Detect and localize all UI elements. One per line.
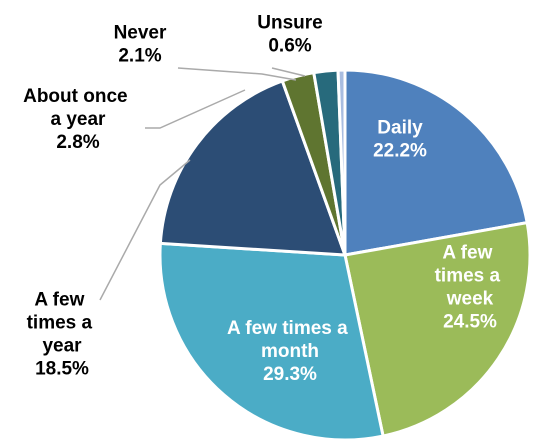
value-label: 2.1% [118,46,161,67]
pie-slice [158,79,348,257]
value-label: 24.5% [443,312,497,333]
value-label: 22.2% [373,141,427,162]
leader-line [145,89,246,129]
pie-slice [336,68,347,256]
leader-line [99,159,191,301]
slice-label: Unsure [257,13,322,34]
slice-label: Never [114,23,167,44]
pie-slice [343,220,532,438]
pie-slice [158,241,385,442]
leader-line [177,67,297,81]
slice-label: About once a year [23,86,133,130]
pie-slice [343,68,529,257]
value-label: 2.8% [56,132,99,153]
slice-label: Daily [377,118,423,139]
value-label: 29.3% [263,364,317,385]
slice-label: A few times a year [27,290,98,357]
leader-line [271,67,306,77]
slice-label: A few times a month [227,318,353,362]
value-label: 0.6% [268,36,311,57]
pie [158,68,532,442]
value-label: 18.5% [35,359,89,380]
leader-lines [99,67,306,301]
slice-label: A few times a week [435,243,506,310]
